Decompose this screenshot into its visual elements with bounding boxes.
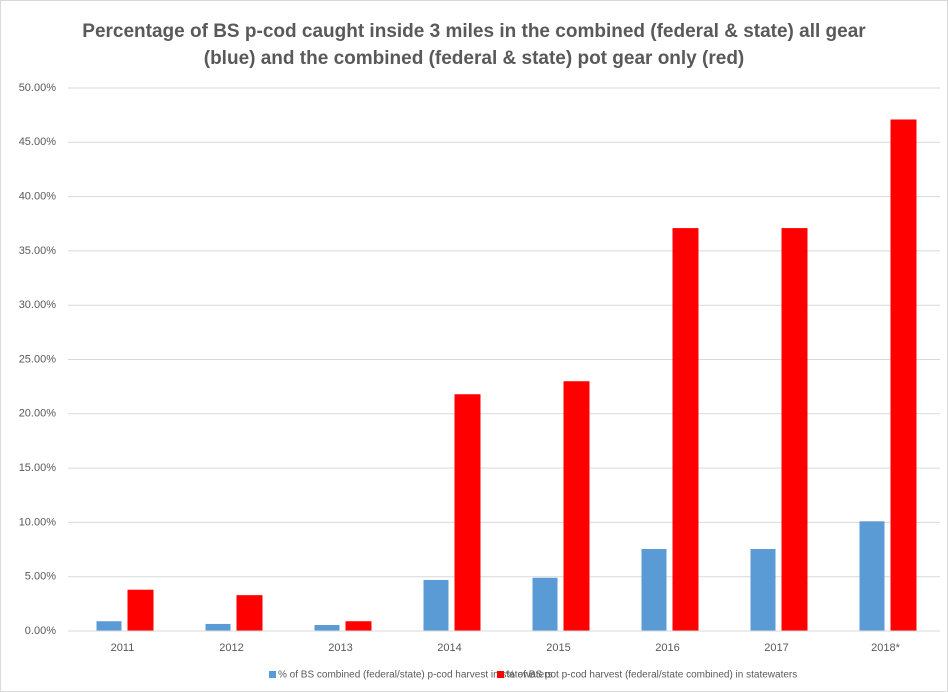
x-tick-label: 2011 <box>111 642 135 654</box>
bar <box>532 577 558 631</box>
y-tick-label: 40.00% <box>19 191 57 203</box>
bar <box>127 589 154 631</box>
bar <box>859 521 885 631</box>
y-tick-label: 35.00% <box>19 245 57 257</box>
y-tick-label: 5.00% <box>25 571 56 583</box>
x-tick-label: 2012 <box>219 642 243 654</box>
bar <box>236 595 263 631</box>
bar <box>423 579 449 631</box>
x-tick-label: 2013 <box>328 642 352 654</box>
y-tick-label: 20.00% <box>19 408 57 420</box>
bar <box>314 625 340 631</box>
y-tick-label: 30.00% <box>19 299 57 311</box>
x-tick-label: 2015 <box>546 642 570 654</box>
y-tick-label: 0.00% <box>25 625 56 637</box>
x-tick-label: 2018* <box>871 642 900 654</box>
y-tick-label: 25.00% <box>19 353 57 365</box>
bar <box>890 119 917 631</box>
y-tick-label: 50.00% <box>19 82 57 94</box>
bar <box>205 623 231 631</box>
legend-label: % of BS pot p-cod harvest (federal/state… <box>506 670 797 681</box>
bar <box>563 381 590 631</box>
bar <box>781 228 808 631</box>
bar <box>672 228 699 631</box>
x-tick-label: 2017 <box>764 642 788 654</box>
y-tick-label: 10.00% <box>19 516 57 528</box>
bar <box>345 621 372 631</box>
legend-swatch <box>497 671 504 678</box>
x-tick-label: 2016 <box>655 642 679 654</box>
bar <box>641 549 667 631</box>
legend-label: % of BS combined (federal/state) p-cod h… <box>278 670 553 681</box>
y-tick-label: 15.00% <box>19 462 57 474</box>
bar <box>96 621 122 631</box>
bar <box>454 394 481 631</box>
chart-title: Percentage of BS p-cod caught inside 3 m… <box>82 21 866 69</box>
x-tick-label: 2014 <box>437 642 461 654</box>
y-tick-label: 45.00% <box>19 136 57 148</box>
legend-swatch <box>269 671 276 678</box>
bar <box>750 549 776 631</box>
